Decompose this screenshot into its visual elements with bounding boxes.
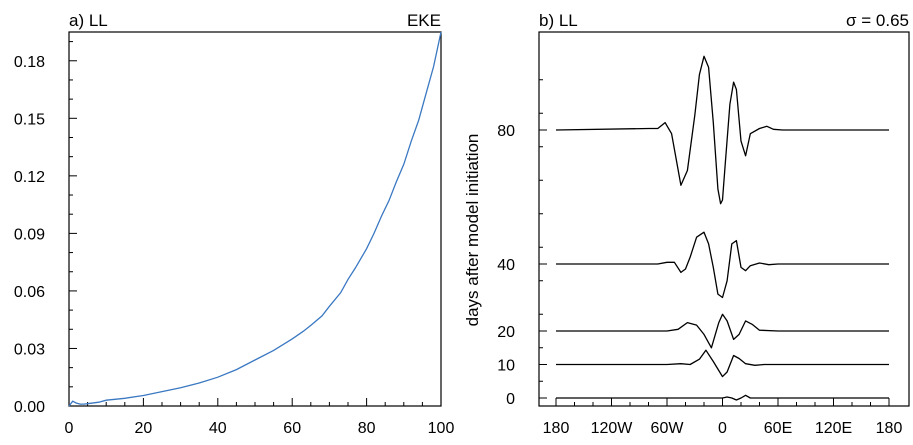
day-20-series-line [556, 313, 889, 349]
day-40-series-line [556, 231, 889, 299]
day-tick-label: 80 [497, 123, 515, 140]
lon-tick-label: 180 [876, 420, 903, 437]
lon-tick-label: 60E [764, 420, 792, 437]
y-tick-label: 0.15 [14, 111, 45, 128]
day-0-series-line [556, 394, 889, 401]
panel-b-tick-labels: 180 120W 60W 0 60E 120E 180 0 10 20 40 80 [497, 123, 902, 437]
panel-b-label: b) LL [539, 11, 578, 30]
panel-b-y-axis-title: days after model initiation [463, 134, 482, 327]
day-tick-label: 20 [497, 324, 515, 341]
lon-tick-label: 0 [718, 420, 727, 437]
y-tick-label: 0.12 [14, 169, 45, 186]
y-tick-label: 0.09 [14, 226, 45, 243]
panel-b-series-lines [555, 55, 889, 401]
lon-tick-label: 120W [591, 420, 634, 437]
y-tick-label: 0.03 [14, 341, 45, 358]
day-80-series-line [555, 55, 889, 205]
day-tick-label: 10 [497, 358, 515, 375]
panel-b-hovmoller: 180 120W 60W 0 60E 120E 180 0 10 20 40 80 b) LL σ =… [463, 11, 910, 437]
x-tick-label: 40 [209, 420, 227, 437]
panel-a-tick-labels: 0 20 40 60 80 100 0.00 0.03 0.06 0.09 0.12 0.15 0.18 [14, 54, 455, 437]
y-tick-label: 0.18 [14, 54, 45, 71]
panel-a-ticks [68, 41, 442, 407]
eke-series-line [68, 31, 442, 407]
panel-a-label: a) LL [69, 11, 108, 30]
panel-a-right-label: EKE [407, 11, 441, 30]
x-tick-label: 80 [358, 420, 376, 437]
y-tick-label: 0.00 [14, 399, 45, 416]
panel-b-frame [538, 31, 910, 407]
day-10-series-line [556, 349, 889, 378]
day-tick-label: 40 [497, 257, 515, 274]
x-tick-label: 0 [65, 420, 74, 437]
y-tick-label: 0.06 [14, 284, 45, 301]
lon-tick-label: 120E [815, 420, 852, 437]
panel-b-ticks [539, 79, 890, 406]
lon-tick-label: 180 [543, 420, 570, 437]
panel-b-right-label: σ = 0.65 [846, 11, 909, 30]
day-tick-label: 0 [506, 391, 515, 408]
panel-a-eke-timeseries: 0 20 40 60 80 100 0.00 0.03 0.06 0.09 0.12 0.15 0.18… [14, 11, 455, 437]
lon-tick-label: 60W [651, 420, 685, 437]
x-tick-label: 100 [428, 420, 455, 437]
x-tick-label: 60 [283, 420, 301, 437]
x-tick-label: 20 [135, 420, 153, 437]
panel-a-frame [68, 31, 442, 407]
